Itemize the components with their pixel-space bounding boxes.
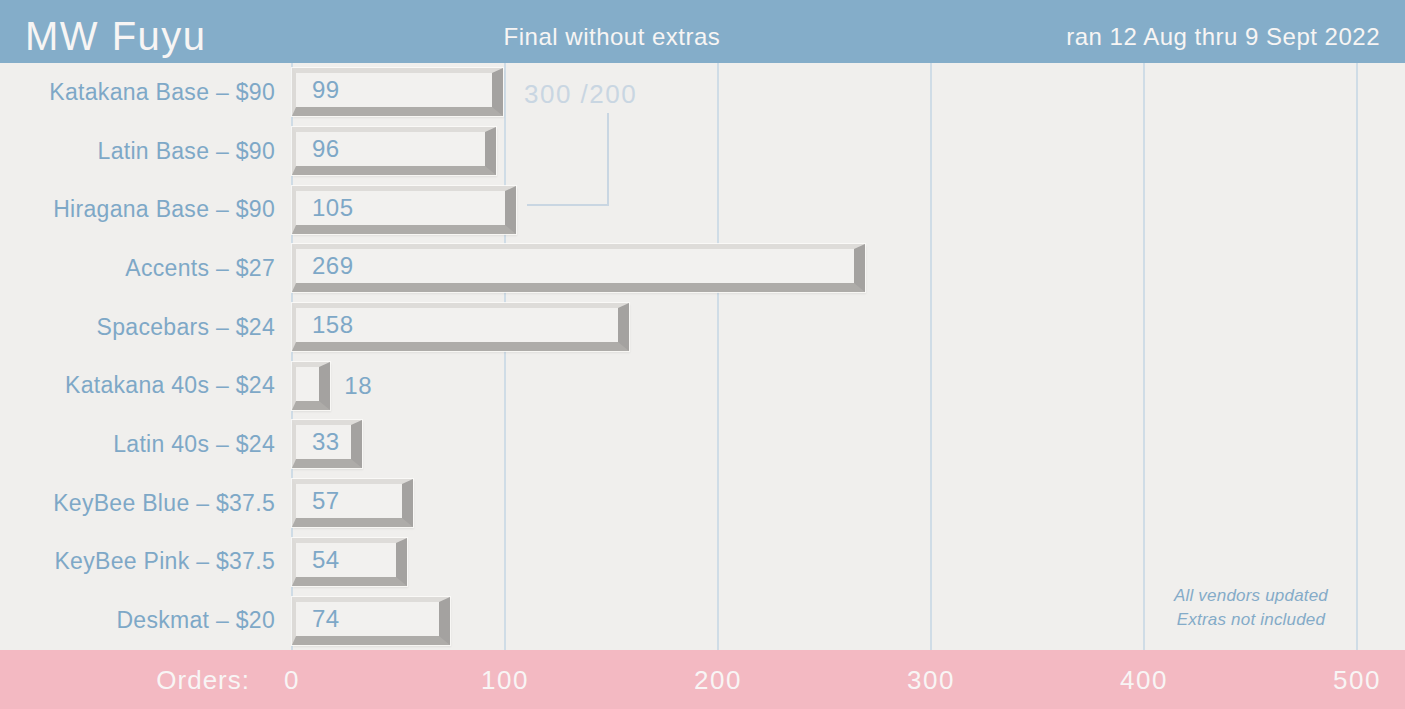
chart-row: Hiragana Base – $90105 [0, 180, 1405, 239]
chart-row: KeyBee Pink – $37.554 [0, 533, 1405, 592]
keycap-bar: 57 [292, 479, 413, 527]
chart-row: Katakana 40s – $24 18 [0, 356, 1405, 415]
chart-row: Latin 40s – $2433 [0, 415, 1405, 474]
x-tick-label: 500 [1333, 664, 1381, 695]
footnote: All vendors updated Extras not included [1146, 584, 1356, 632]
annotation-connector-vertical [607, 113, 609, 206]
bar-rows: Katakana Base – $9099Latin Base – $9096H… [0, 63, 1405, 650]
category-label: KeyBee Blue – $37.5 [0, 490, 292, 517]
bar-track: 33 [292, 420, 1405, 468]
bar-track: 99 [292, 68, 1405, 116]
category-label: Katakana 40s – $24 [0, 372, 292, 399]
page-title: MW Fuyu [25, 16, 207, 56]
keycap-bar: 105 [292, 186, 516, 234]
keycap-bar: 269 [292, 244, 865, 292]
bar-value: 269 [296, 252, 354, 280]
keycap-bar: 158 [292, 303, 629, 351]
category-label: Katakana Base – $90 [0, 79, 292, 106]
bar-value: 96 [296, 135, 340, 163]
x-tick-label: 200 [694, 664, 742, 695]
chart-row: Spacebars – $24158 [0, 298, 1405, 357]
page: MW Fuyu Final without extras ran 12 Aug … [0, 0, 1405, 709]
category-label: Hiragana Base – $90 [0, 196, 292, 223]
keycap-bar: 74 [292, 597, 450, 645]
chart-area: Katakana Base – $9099Latin Base – $9096H… [0, 63, 1405, 650]
category-label: Latin Base – $90 [0, 138, 292, 165]
bar-track: 96 [292, 127, 1405, 175]
keycap-bar: 54 [292, 538, 407, 586]
category-label: Deskmat – $20 [0, 607, 292, 634]
header: MW Fuyu Final without extras ran 12 Aug … [0, 0, 1405, 63]
chart-row: KeyBee Blue – $37.557 [0, 474, 1405, 533]
keycap-bar: 33 [292, 420, 362, 468]
chart-row: Katakana Base – $9099 [0, 63, 1405, 122]
bar-value: 18 [344, 372, 372, 400]
keycap-bar [292, 362, 330, 410]
bar-track: 57 [292, 479, 1405, 527]
bar-value: 99 [296, 76, 340, 104]
bar-value: 54 [296, 546, 340, 574]
chart-row: Latin Base – $9096 [0, 122, 1405, 181]
header-subtitle: Final without extras [504, 25, 721, 49]
category-label: KeyBee Pink – $37.5 [0, 548, 292, 575]
bar-track: 105 [292, 186, 1405, 234]
bar-track: 158 [292, 303, 1405, 351]
bar-value: 33 [296, 428, 340, 456]
bar-value: 158 [296, 311, 354, 339]
bar-track: 54 [292, 538, 1405, 586]
category-label: Latin 40s – $24 [0, 431, 292, 458]
x-tick-label: 0 [284, 664, 300, 695]
x-tick-label: 400 [1120, 664, 1168, 695]
header-date-range: ran 12 Aug thru 9 Sept 2022 [1066, 25, 1380, 49]
x-axis: Orders: 0 100 200 300 400 500 [0, 650, 1405, 709]
category-label: Accents – $27 [0, 255, 292, 282]
x-axis-label: Orders: [0, 664, 250, 695]
bar-track: 269 [292, 244, 1405, 292]
bar-value: 74 [296, 605, 340, 633]
x-tick-label: 300 [907, 664, 955, 695]
bar-value: 105 [296, 194, 354, 222]
keycap-bar: 99 [292, 68, 503, 116]
cap-annotation: 300 /200 [524, 79, 637, 110]
chart-row: Accents – $27269 [0, 239, 1405, 298]
footnote-line-2: Extras not included [1146, 608, 1356, 632]
bar-value: 57 [296, 487, 340, 515]
bar-track: 18 [292, 362, 1405, 410]
footnote-line-1: All vendors updated [1146, 584, 1356, 608]
category-label: Spacebars – $24 [0, 314, 292, 341]
keycap-bar: 96 [292, 127, 496, 175]
x-tick-label: 100 [481, 664, 529, 695]
annotation-connector-horizontal [527, 204, 609, 206]
